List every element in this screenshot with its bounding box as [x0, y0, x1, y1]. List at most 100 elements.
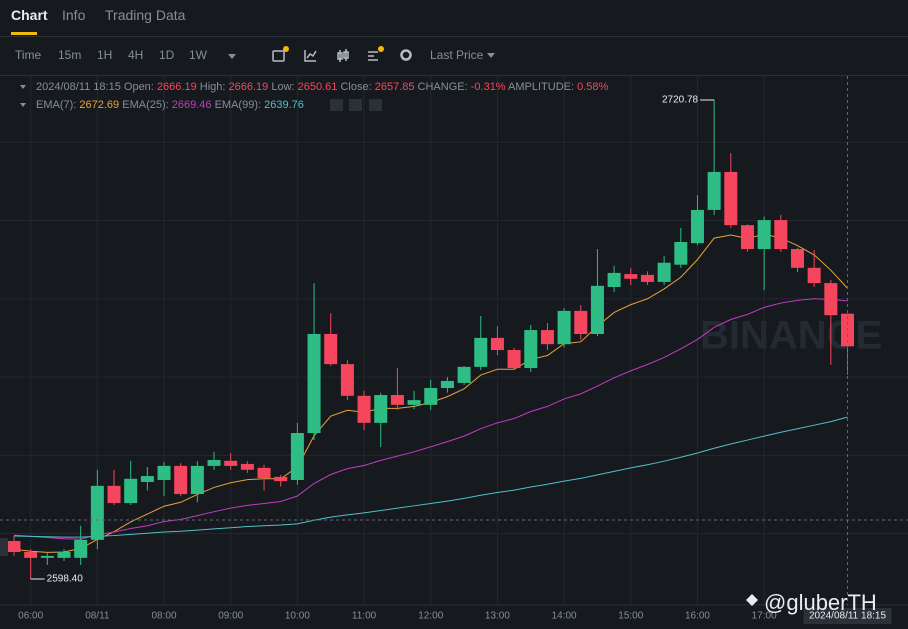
legend-name: EMA(25) — [122, 99, 165, 111]
legend-button[interactable] — [330, 99, 343, 111]
info-item: Low: — [271, 81, 294, 93]
tab[interactable]: Info — [62, 7, 86, 23]
collapse-arrow — [20, 85, 26, 89]
icon[interactable] — [368, 51, 378, 61]
interval[interactable]: 4H — [128, 48, 144, 62]
toolbar: Time 15m 1H 4H 1D 1W Last Price — [0, 37, 908, 76]
candle-body — [624, 274, 638, 279]
icon[interactable] — [337, 49, 349, 62]
toolbar-icons — [228, 46, 495, 62]
candle-body — [690, 209, 704, 244]
candle-body — [324, 333, 338, 365]
legend-name: EMA(99) — [215, 99, 258, 111]
annotation: 2598.40 — [47, 574, 84, 585]
candle-body — [557, 310, 571, 345]
interval[interactable]: 1H — [97, 48, 113, 62]
info-item: 2666.19 — [229, 81, 269, 93]
candle-body — [807, 267, 821, 284]
collapse-arrow — [20, 103, 26, 107]
candle-body — [740, 225, 754, 250]
icon[interactable] — [304, 50, 317, 62]
ohlc-info: 2024/08/11 18:15 Open: 2666.19 High: 266… — [36, 81, 609, 93]
x-tick-label: 08:00 — [152, 611, 177, 622]
candle-body — [841, 313, 854, 347]
interval[interactable]: 1W — [189, 48, 207, 62]
plot — [0, 76, 908, 605]
candle-body — [24, 552, 38, 558]
price-mode[interactable]: Last Price — [430, 48, 484, 62]
info-item: 2657.85 — [375, 81, 415, 93]
x-tick-label: 15:00 — [618, 611, 643, 622]
candle-body — [474, 337, 488, 367]
candle-body — [357, 395, 371, 423]
legend-value: 2639.76 — [264, 99, 304, 111]
x-tick-label: 12:00 — [418, 611, 443, 622]
candle-body — [190, 465, 204, 495]
legend-value: 2669.46 — [172, 99, 212, 111]
ema-line — [13, 298, 848, 540]
x-tick-label: 09:00 — [218, 611, 243, 622]
candle-body — [157, 465, 171, 480]
candle-body — [390, 395, 404, 405]
x-tick-label: 13:00 — [485, 611, 510, 622]
ema-line — [13, 233, 848, 553]
interval[interactable]: Time — [15, 48, 42, 62]
tab[interactable]: Chart — [11, 7, 48, 23]
ema-info: EMA(7): 2672.69 EMA(25): 2669.46 EMA(99)… — [36, 99, 304, 111]
x-tick-label: 06:00 — [18, 611, 43, 622]
candle-body — [290, 433, 304, 480]
candle-body — [74, 539, 88, 558]
candle-body — [724, 171, 738, 226]
x-tick-label: 08/11 — [85, 611, 110, 622]
candle-body — [640, 274, 654, 282]
legend-value: 2672.69 — [79, 99, 119, 111]
credit-logo — [746, 594, 758, 606]
x-tick-label: 10:00 — [285, 611, 310, 622]
icon[interactable] — [400, 49, 412, 61]
candle-body — [457, 366, 471, 383]
info-item: AMPLITUDE: — [508, 81, 574, 93]
x-tick-label: 14:00 — [552, 611, 577, 622]
candle-body — [57, 552, 71, 558]
x-tick-label: 11:00 — [352, 611, 377, 622]
candle-body — [607, 272, 621, 288]
candle-body — [107, 485, 121, 504]
candle-body — [340, 364, 354, 396]
watermark: BINANCE — [700, 314, 882, 358]
candle-body — [124, 478, 138, 504]
candle-body — [824, 283, 838, 316]
x-tick-label: 17:00 — [752, 611, 777, 622]
candle-body — [440, 380, 454, 388]
candle-body — [224, 460, 238, 466]
info-item: 2024/08/11 18:15 — [36, 81, 121, 93]
info-item: Open: — [124, 81, 154, 93]
interval[interactable]: 1D — [159, 48, 175, 62]
annotation: 2720.78 — [662, 95, 699, 106]
cursor-box — [803, 608, 892, 624]
candle-body — [774, 220, 788, 250]
candle-body — [90, 485, 104, 540]
legend-button[interactable] — [369, 99, 382, 111]
tab[interactable]: Trading Data — [105, 7, 186, 23]
candle-body — [540, 330, 554, 345]
candle-body — [274, 476, 288, 482]
candle-body — [590, 285, 604, 334]
interval[interactable]: 15m — [58, 48, 82, 62]
candle-body — [524, 330, 538, 369]
icon[interactable] — [272, 50, 285, 62]
candle-body — [757, 220, 771, 250]
candle-body — [657, 262, 671, 282]
candle-body — [424, 387, 438, 405]
candle-body — [40, 555, 54, 558]
ema-line — [13, 416, 848, 538]
candle-body — [574, 310, 588, 334]
info-item: -0.31% — [471, 81, 506, 93]
candle-body — [140, 476, 154, 482]
info-item: High: — [200, 81, 226, 93]
candle-body — [707, 171, 721, 210]
candle-body — [674, 241, 688, 265]
cursor-label: 2024/08/11 18:15 — [809, 611, 887, 622]
legend-button[interactable] — [349, 99, 362, 111]
